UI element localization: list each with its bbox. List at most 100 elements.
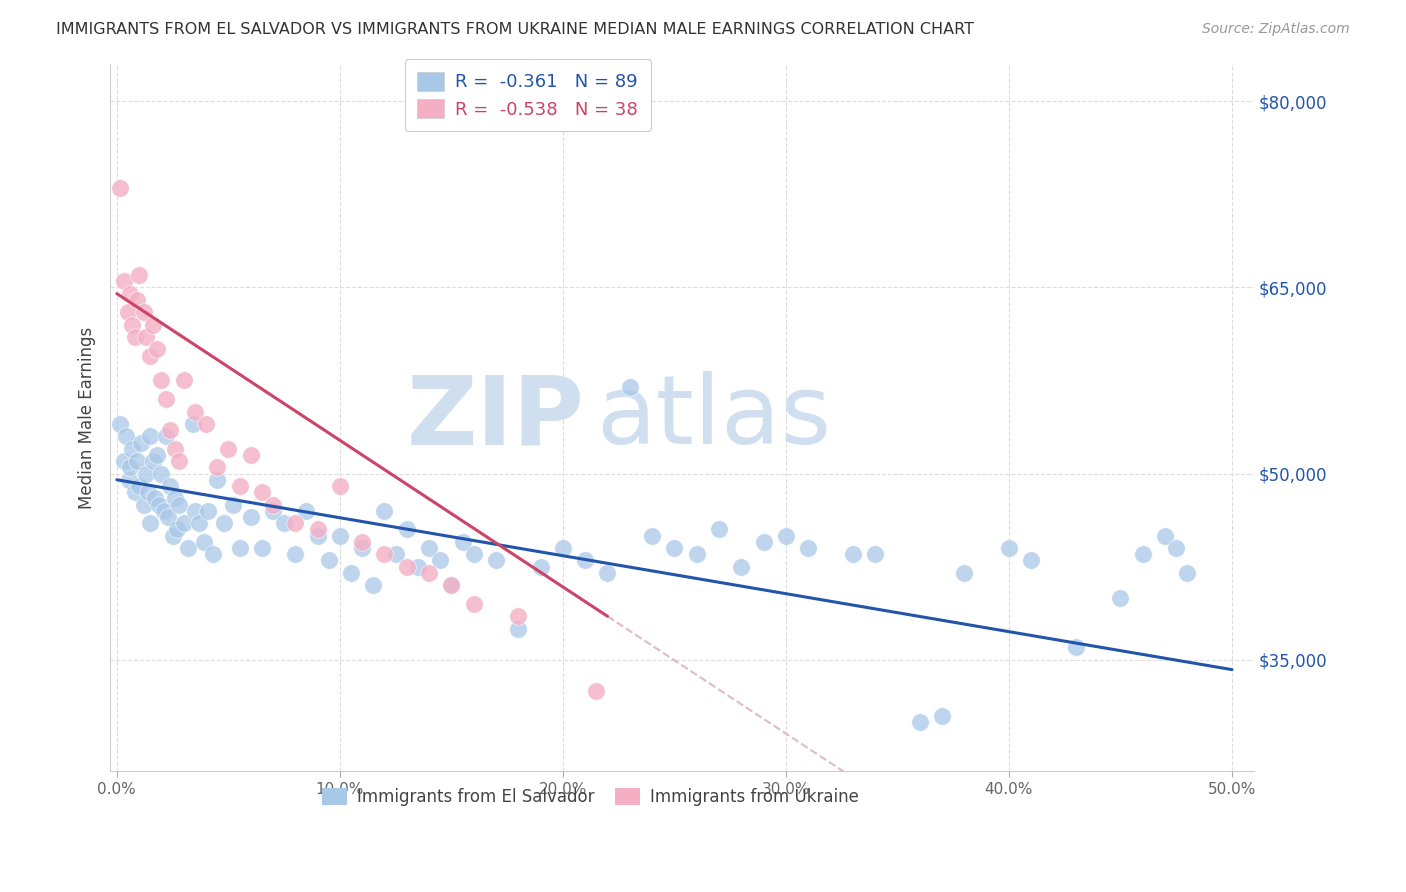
- Point: [181, 417, 204, 431]
- Point: [184, 404, 207, 418]
- Point: [205, 460, 228, 475]
- Point: [125, 293, 148, 307]
- Point: [273, 516, 295, 531]
- Point: [295, 504, 318, 518]
- Point: [128, 479, 150, 493]
- Point: [262, 498, 284, 512]
- Point: [284, 547, 307, 561]
- Point: [121, 442, 143, 456]
- Point: [108, 417, 131, 431]
- Point: [418, 566, 440, 580]
- Point: [797, 541, 820, 555]
- Point: [212, 516, 235, 531]
- Point: [440, 578, 463, 592]
- Point: [529, 559, 551, 574]
- Point: [135, 330, 157, 344]
- Point: [155, 392, 177, 406]
- Point: [329, 528, 352, 542]
- Point: [373, 504, 395, 518]
- Point: [508, 622, 530, 636]
- Point: [120, 286, 142, 301]
- Point: [184, 504, 207, 518]
- Point: [157, 510, 180, 524]
- Point: [752, 534, 775, 549]
- Point: [585, 683, 607, 698]
- Point: [998, 541, 1021, 555]
- Point: [136, 485, 159, 500]
- Text: ZIP: ZIP: [408, 371, 585, 464]
- Point: [112, 274, 135, 288]
- Point: [418, 541, 440, 555]
- Point: [169, 498, 191, 512]
- Legend: Immigrants from El Salvador, Immigrants from Ukraine: Immigrants from El Salvador, Immigrants …: [312, 778, 869, 816]
- Point: [239, 448, 262, 462]
- Point: [118, 473, 141, 487]
- Point: [842, 547, 865, 561]
- Text: atlas: atlas: [596, 371, 831, 464]
- Point: [120, 460, 142, 475]
- Y-axis label: Median Male Earnings: Median Male Earnings: [79, 326, 96, 508]
- Point: [686, 547, 709, 561]
- Point: [363, 578, 385, 592]
- Point: [163, 491, 186, 506]
- Point: [197, 504, 219, 518]
- Point: [1019, 553, 1042, 567]
- Point: [139, 516, 162, 531]
- Point: [146, 448, 169, 462]
- Point: [340, 566, 363, 580]
- Point: [440, 578, 463, 592]
- Point: [239, 510, 262, 524]
- Point: [664, 541, 686, 555]
- Point: [1166, 541, 1188, 555]
- Point: [307, 528, 329, 542]
- Point: [124, 485, 146, 500]
- Point: [121, 318, 143, 332]
- Point: [863, 547, 886, 561]
- Point: [193, 534, 215, 549]
- Point: [173, 374, 195, 388]
- Point: [619, 380, 641, 394]
- Point: [132, 305, 155, 319]
- Point: [1175, 566, 1198, 580]
- Point: [114, 429, 136, 443]
- Point: [384, 547, 406, 561]
- Point: [201, 547, 224, 561]
- Point: [141, 318, 163, 332]
- Point: [112, 454, 135, 468]
- Point: [139, 429, 162, 443]
- Point: [250, 485, 273, 500]
- Point: [148, 498, 170, 512]
- Point: [131, 435, 153, 450]
- Point: [508, 609, 530, 624]
- Point: [146, 343, 169, 357]
- Point: [228, 479, 250, 493]
- Point: [128, 268, 150, 282]
- Point: [222, 498, 245, 512]
- Point: [931, 708, 953, 723]
- Point: [307, 523, 329, 537]
- Text: Source: ZipAtlas.com: Source: ZipAtlas.com: [1202, 22, 1350, 37]
- Point: [141, 454, 163, 468]
- Point: [195, 417, 218, 431]
- Point: [463, 547, 485, 561]
- Point: [352, 541, 374, 555]
- Point: [108, 181, 131, 195]
- Point: [135, 467, 157, 481]
- Text: IMMIGRANTS FROM EL SALVADOR VS IMMIGRANTS FROM UKRAINE MEDIAN MALE EARNINGS CORR: IMMIGRANTS FROM EL SALVADOR VS IMMIGRANT…: [56, 22, 974, 37]
- Point: [574, 553, 596, 567]
- Point: [124, 330, 146, 344]
- Point: [329, 479, 352, 493]
- Point: [205, 473, 228, 487]
- Point: [406, 559, 429, 574]
- Point: [173, 516, 195, 531]
- Point: [352, 534, 374, 549]
- Point: [117, 305, 139, 319]
- Point: [162, 528, 184, 542]
- Point: [707, 523, 730, 537]
- Point: [1109, 591, 1132, 605]
- Point: [641, 528, 664, 542]
- Point: [485, 553, 508, 567]
- Point: [169, 454, 191, 468]
- Point: [953, 566, 976, 580]
- Point: [1132, 547, 1154, 561]
